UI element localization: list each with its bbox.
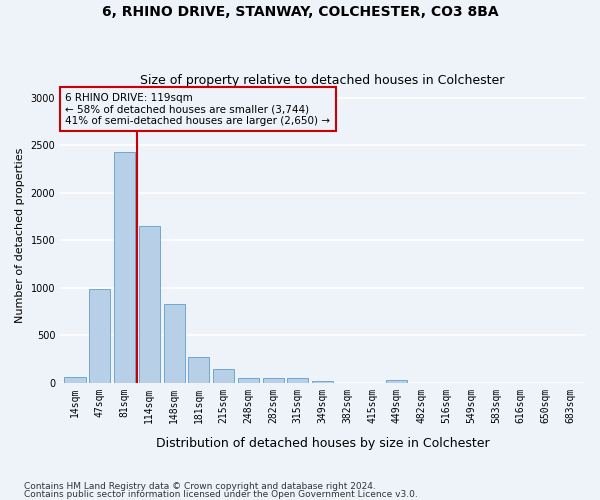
X-axis label: Distribution of detached houses by size in Colchester: Distribution of detached houses by size … xyxy=(156,437,490,450)
Bar xyxy=(263,378,284,383)
Title: Size of property relative to detached houses in Colchester: Size of property relative to detached ho… xyxy=(140,74,505,87)
Y-axis label: Number of detached properties: Number of detached properties xyxy=(15,148,25,324)
Text: Contains HM Land Registry data © Crown copyright and database right 2024.: Contains HM Land Registry data © Crown c… xyxy=(24,482,376,491)
Bar xyxy=(213,369,234,383)
Bar xyxy=(164,304,185,383)
Text: Contains public sector information licensed under the Open Government Licence v3: Contains public sector information licen… xyxy=(24,490,418,499)
Bar xyxy=(287,378,308,383)
Text: 6 RHINO DRIVE: 119sqm
← 58% of detached houses are smaller (3,744)
41% of semi-d: 6 RHINO DRIVE: 119sqm ← 58% of detached … xyxy=(65,92,331,126)
Bar xyxy=(64,378,86,383)
Bar xyxy=(312,380,333,383)
Bar xyxy=(114,152,135,383)
Bar xyxy=(188,357,209,383)
Bar xyxy=(386,380,407,383)
Text: 6, RHINO DRIVE, STANWAY, COLCHESTER, CO3 8BA: 6, RHINO DRIVE, STANWAY, COLCHESTER, CO3… xyxy=(101,5,499,19)
Bar xyxy=(89,290,110,383)
Bar xyxy=(139,226,160,383)
Bar xyxy=(238,378,259,383)
